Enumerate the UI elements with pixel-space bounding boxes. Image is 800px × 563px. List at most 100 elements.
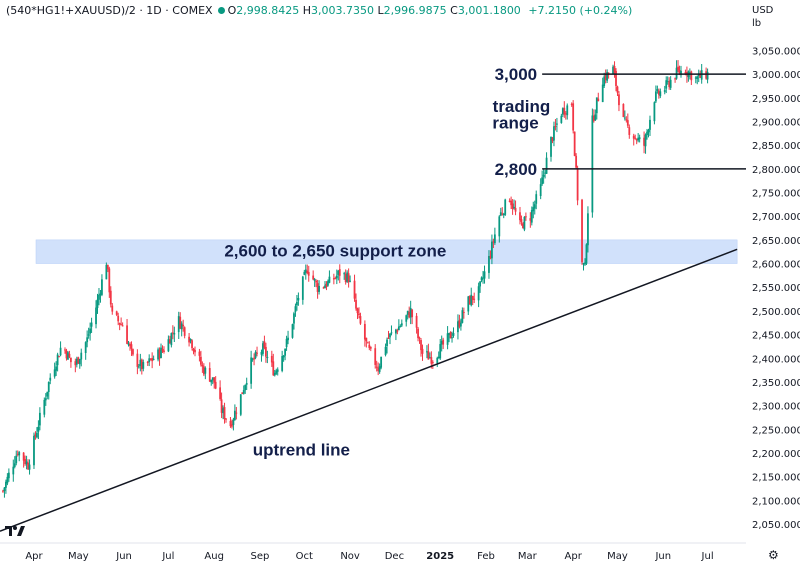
x-axis[interactable]: Apr May Jun Jul Aug Sep Oct Nov Dec 2025 Feb Mar Apr… (25, 551, 713, 562)
candle (180, 321, 183, 337)
candle-body (585, 244, 588, 264)
x-tick-label: Jun (654, 551, 671, 562)
support-zone-band[interactable] (35, 239, 738, 264)
candle-body (592, 115, 595, 122)
candle-body (665, 80, 668, 89)
candle (659, 88, 662, 99)
candle-body (312, 275, 315, 280)
candle-body (467, 296, 470, 312)
candle-body (595, 97, 598, 114)
candle (353, 274, 356, 302)
candle (70, 357, 72, 368)
gear-icon[interactable]: ⚙ (768, 548, 779, 562)
candle (136, 349, 139, 375)
candle (304, 264, 307, 280)
candle-body (591, 115, 594, 213)
candle-body (563, 107, 566, 115)
candle (225, 417, 227, 423)
candle (400, 319, 403, 327)
candle-body (406, 310, 409, 315)
candle (696, 75, 699, 85)
candle-body (366, 342, 369, 344)
candle-body (612, 66, 614, 74)
candle (405, 314, 408, 327)
candle-body (191, 340, 193, 349)
uptrend-line[interactable] (0, 248, 738, 532)
candle-body (657, 90, 660, 95)
candle (108, 266, 111, 298)
candle (13, 456, 16, 469)
tradingview-logo[interactable] (5, 524, 25, 542)
candle-body (118, 323, 121, 325)
candle (665, 76, 668, 94)
candle (34, 431, 37, 440)
candle (502, 212, 505, 219)
candle-body (420, 340, 422, 351)
candle (625, 116, 628, 123)
candle-body (511, 203, 514, 210)
candle-body (457, 321, 459, 333)
candle (554, 119, 557, 131)
candle-body (284, 348, 287, 356)
candle (242, 385, 245, 395)
candle (366, 341, 369, 344)
candle-body (43, 399, 46, 415)
candle (44, 393, 47, 406)
x-tick-label: 2025 (426, 551, 454, 562)
candle-body (56, 354, 59, 366)
candle (262, 340, 264, 357)
candle-body (137, 366, 140, 368)
y-tick-label: 2,150.0000 (752, 473, 800, 484)
candle (64, 347, 66, 354)
symbol-label[interactable]: (540*HG1!+XAUUSD)/2 · 1D · COMEX (6, 4, 213, 17)
candle (90, 317, 93, 333)
candle-body (522, 223, 524, 229)
candle (53, 362, 56, 379)
candle-body (582, 263, 585, 265)
candle-body (634, 137, 637, 139)
candle-body (316, 283, 319, 292)
candle (87, 327, 90, 339)
candle-body (232, 419, 235, 425)
candle (273, 370, 276, 377)
candle-body (428, 357, 431, 359)
y-tick-label: 2,350.0000 (752, 378, 800, 389)
candle (553, 121, 555, 147)
candle (77, 356, 80, 365)
candle-body (623, 117, 626, 119)
candle-body (400, 323, 403, 326)
candle (201, 361, 204, 373)
candle (421, 344, 424, 361)
y-axis[interactable]: 2,050.0000 2,100.0000 2,150.0000 2,200.0000… (752, 46, 800, 531)
candle-body (489, 256, 492, 258)
candle-body (483, 271, 486, 279)
currency-unit[interactable]: USD lb (752, 4, 773, 30)
candle (677, 60, 679, 73)
candle-body (502, 213, 505, 215)
candle (522, 221, 524, 229)
candle-body (501, 213, 504, 215)
candle (152, 355, 155, 361)
y-tick-label: 3,050.0000 (752, 46, 800, 57)
candle (365, 337, 368, 348)
candle-body (75, 358, 78, 365)
candle-body (225, 418, 227, 420)
close-value: 3,001.1800 (457, 4, 521, 17)
candle-body (653, 102, 656, 122)
candle-body (446, 333, 449, 345)
trading-range-label: trading (493, 97, 551, 116)
candle-body (415, 315, 418, 328)
candle (510, 196, 513, 210)
candle-body (168, 339, 171, 344)
y-tick-label: 2,250.0000 (752, 425, 800, 436)
candle (200, 350, 202, 367)
candle (177, 311, 180, 339)
candle (313, 277, 316, 287)
candle-body (250, 357, 253, 384)
candle-body (251, 358, 254, 360)
candle-body (520, 219, 523, 222)
candle-body (273, 372, 276, 376)
candle (358, 307, 360, 319)
candle-body (263, 341, 266, 348)
